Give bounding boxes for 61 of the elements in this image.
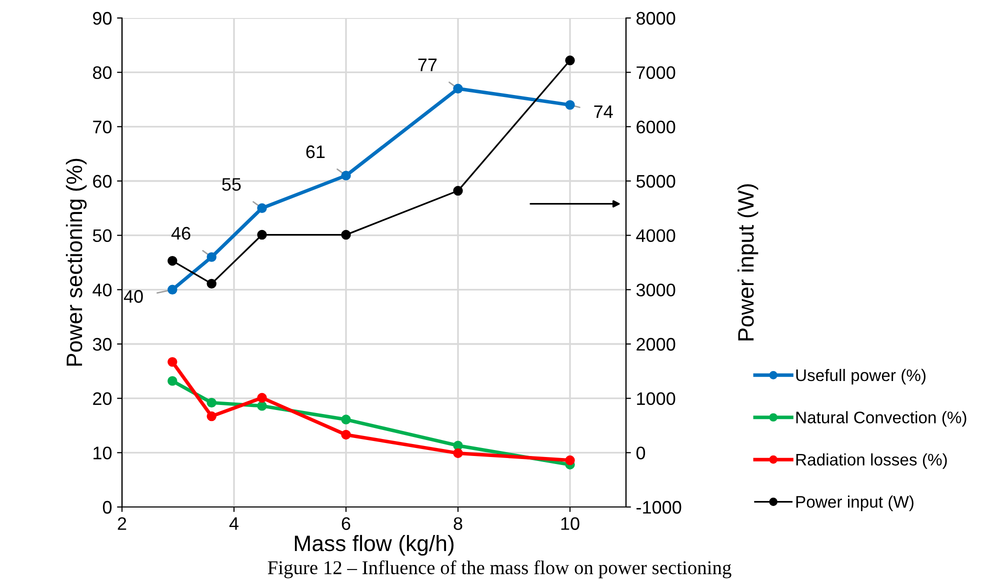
legend-label: Radiation losses (%) [796, 453, 947, 469]
y-axis-title: Power sectioning (%) [66, 158, 87, 366]
point [206, 252, 216, 262]
point [341, 430, 351, 440]
point [341, 414, 351, 424]
legend-label: Usefull power (%) [796, 368, 926, 384]
y-tick-label: 30 [92, 338, 112, 351]
y2-tick-label: 8000 [636, 12, 676, 25]
x-tick-label: 4 [229, 517, 238, 530]
point [168, 256, 178, 266]
x-tick-label: 8 [454, 517, 462, 530]
point [168, 357, 178, 367]
point [206, 278, 216, 289]
point [206, 398, 216, 408]
x-tick-label: 2 [118, 517, 126, 530]
y2-tick-label: 4000 [636, 229, 676, 242]
y2-tick-label: 5000 [636, 174, 676, 188]
y2-tick-label: -1000 [636, 500, 682, 514]
point [168, 376, 178, 386]
point [453, 448, 463, 458]
y-tick-label: 40 [92, 284, 112, 296]
point [257, 401, 267, 411]
point [257, 230, 267, 240]
legend-label: Power input (W) [796, 496, 914, 512]
data-label: 46 [171, 226, 190, 240]
point [257, 392, 267, 403]
point [565, 100, 575, 110]
data-label: 61 [306, 145, 325, 158]
point [565, 455, 575, 466]
x-tick-label: 10 [561, 517, 580, 530]
y2-tick-label: 2000 [636, 338, 676, 351]
y-tick-label: 10 [94, 446, 112, 460]
y2-axis-title: Power input (W) [737, 184, 758, 340]
data-label: 74 [594, 106, 613, 118]
point [206, 411, 216, 422]
point [453, 84, 463, 94]
point [257, 203, 267, 214]
y-tick-label: 70 [93, 120, 112, 134]
point [341, 230, 351, 240]
y2-tick-label: 0 [636, 446, 646, 460]
x-axis-title: Mass flow (kg/h) [294, 534, 454, 556]
data-label: 40 [124, 290, 143, 303]
point [168, 284, 178, 295]
point [453, 186, 463, 196]
y-tick-label: 60 [93, 174, 112, 188]
y-tick-label: 0 [102, 500, 112, 514]
y2-tick-label: 1000 [637, 392, 676, 406]
y-tick-label: 90 [93, 12, 112, 25]
caption: Figure 12 – Influence of the mass flow on power sectioning [268, 560, 732, 578]
legend-label: Natural Convection (%) [796, 411, 966, 427]
x-tick-label: 6 [342, 517, 350, 530]
point [565, 56, 575, 66]
y-tick-label: 20 [93, 392, 112, 406]
y2-tick-label: 6000 [636, 120, 676, 134]
data-label: 77 [418, 58, 437, 72]
y2-tick-label: 3000 [636, 284, 676, 296]
data-label: 55 [222, 178, 241, 191]
y-tick-label: 80 [92, 66, 112, 80]
y2-tick-label: 7000 [636, 66, 676, 80]
point [341, 170, 351, 180]
y-tick-label: 50 [92, 229, 112, 242]
